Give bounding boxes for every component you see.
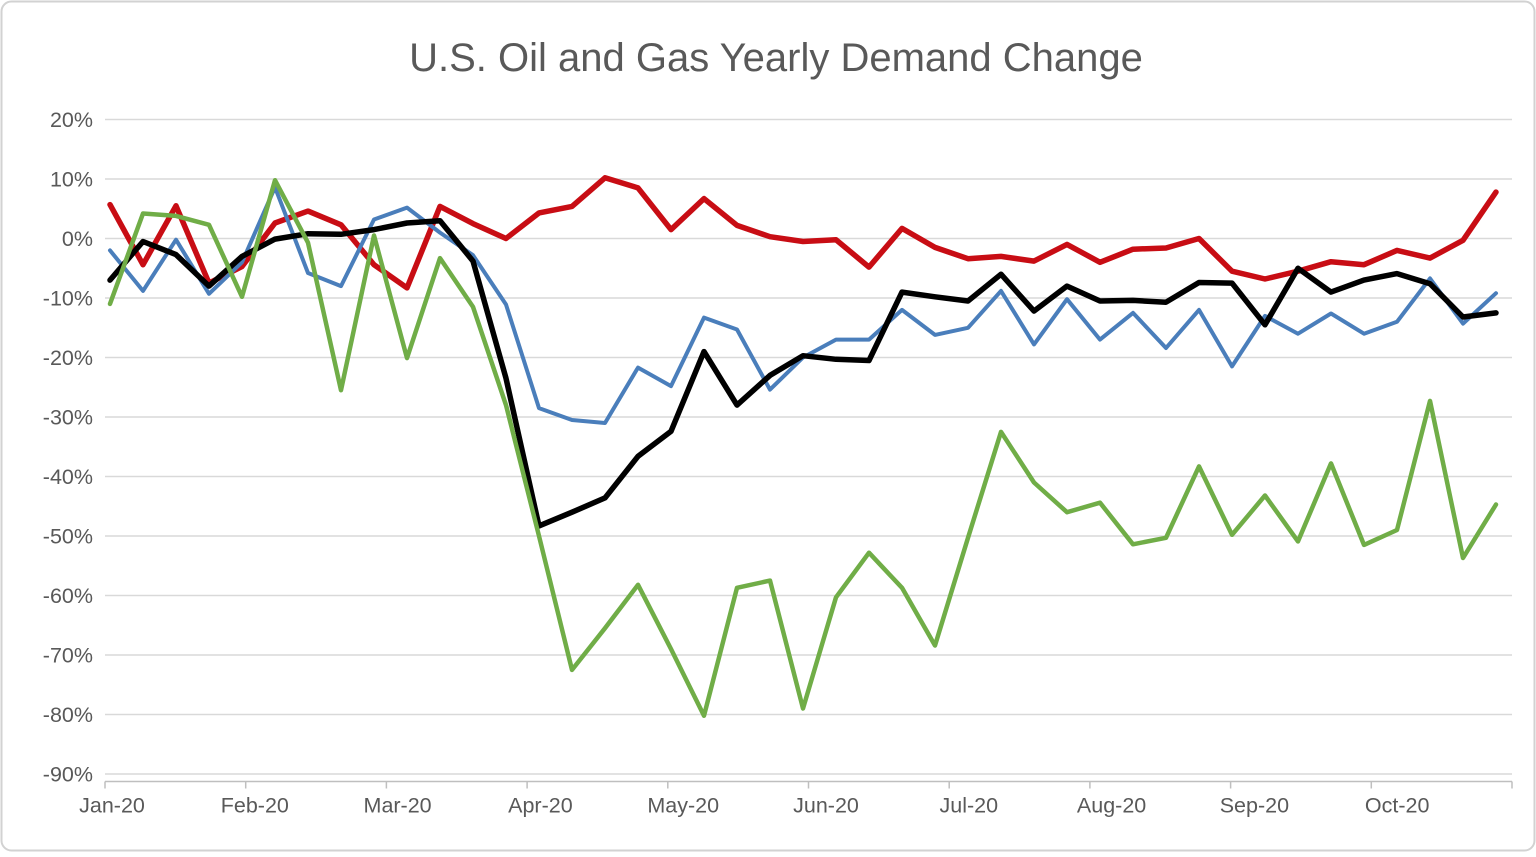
y-tick-label: 20% [50, 108, 93, 132]
x-tick-label: Jan-20 [79, 794, 145, 818]
y-tick-label: -10% [43, 287, 93, 311]
x-tick-label: Apr-20 [508, 794, 573, 818]
red-series-line [107, 175, 1499, 291]
y-tick-label: 0% [62, 227, 93, 251]
chart-title: U.S. Oil and Gas Yearly Demand Change [409, 36, 1143, 80]
x-tick-label: Jun-20 [793, 794, 859, 818]
x-tick-label: Sep-20 [1220, 794, 1289, 818]
x-tick-label: Aug-20 [1077, 794, 1146, 818]
black-series-line [107, 217, 1499, 529]
x-tick-label: Jul-20 [940, 794, 999, 818]
x-tick-label: Mar-20 [364, 794, 432, 818]
y-axis-labels: 20% 10% 0% -10% -20% -30% -40% -50% -60% -70% -80%… [43, 108, 93, 787]
y-tick-label: -80% [43, 703, 93, 727]
y-tick-label: -30% [43, 406, 93, 430]
x-tick-label: Oct-20 [1365, 794, 1430, 818]
x-axis-line [104, 780, 1513, 789]
y-tick-label: 10% [50, 168, 93, 192]
y-tick-label: -50% [43, 525, 93, 549]
y-tick-label: -90% [43, 763, 93, 787]
y-tick-label: -70% [43, 644, 93, 668]
x-tick-label: May-20 [647, 794, 719, 818]
y-tick-label: -60% [43, 584, 93, 608]
x-tick-label: Feb-20 [221, 794, 289, 818]
series-lines [107, 175, 1499, 718]
y-tick-label: -40% [43, 465, 93, 489]
green-series-line [107, 177, 1499, 718]
y-tick-label: -20% [43, 346, 93, 370]
x-axis-labels: Jan-20 Feb-20 Mar-20 Apr-20 May-20 Jun-20 Jul-… [79, 794, 1429, 818]
